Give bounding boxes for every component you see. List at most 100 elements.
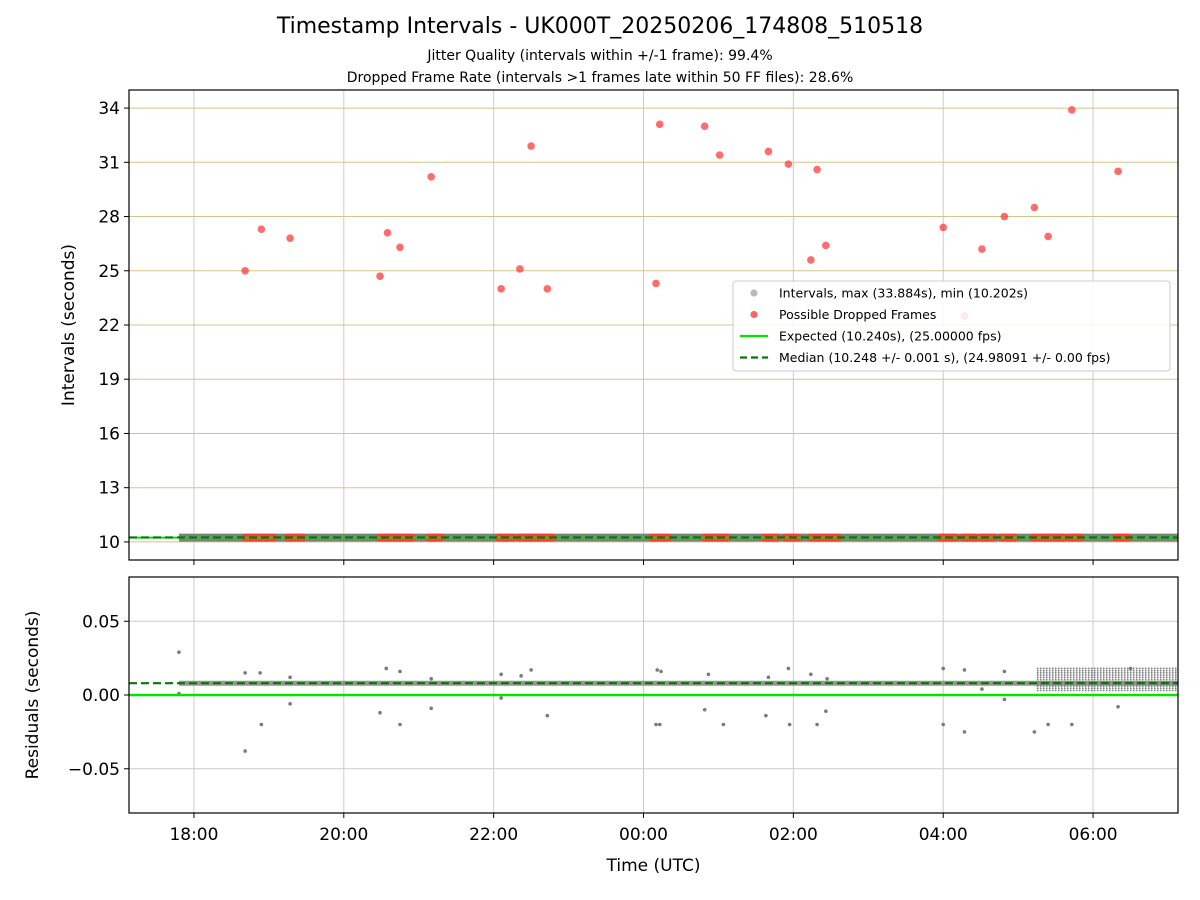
legend-marker [750, 310, 758, 319]
residual-point [288, 675, 292, 680]
legend-label: Possible Dropped Frames [779, 307, 936, 322]
residual-point [702, 707, 707, 712]
dropped-frame-point [1068, 106, 1076, 114]
residual-point [1002, 669, 1007, 674]
y-tick-label: 31 [98, 153, 120, 173]
residual-point [941, 666, 946, 671]
y-tick-label: 19 [98, 370, 120, 390]
residual-point [1002, 697, 1007, 702]
dropped-frame-point [1030, 203, 1039, 212]
y-tick-label: −0.05 [68, 760, 120, 780]
residual-point [499, 672, 503, 677]
legend-label: Expected (10.240s), (25.00000 fps) [779, 329, 1001, 344]
residual-point [764, 713, 768, 718]
dropped-frame-point [655, 120, 664, 129]
residuals-plot: −0.05 0.00 0.05 18:00 20:00 22:00 00:00 02:00 04… [23, 576, 1179, 876]
dropped-frame-point [516, 265, 524, 273]
dropped-frame-point [383, 229, 392, 237]
residual-points [177, 650, 1133, 753]
dropped-frame-points [241, 106, 1122, 320]
dropped-frame-point [715, 151, 724, 159]
x-tick-label: 04:00 [919, 825, 968, 845]
dropped-frame-point [1000, 212, 1009, 221]
dropped-frame-point [257, 225, 266, 233]
dropped-frame-point [497, 285, 505, 293]
residual-point [1046, 722, 1050, 727]
residual-point [243, 749, 247, 753]
legend-label: Intervals, max (33.884s), min (10.202s) [779, 286, 1028, 301]
dropped-frame-point [1044, 232, 1052, 241]
x-tick-label: 18:00 [169, 825, 218, 845]
residual-point [657, 722, 662, 727]
residual-point [655, 668, 660, 672]
dropped-frame-point [241, 266, 249, 275]
y-tick-label: 13 [98, 479, 120, 499]
chart-title: Timestamp Intervals - UK000T_20250206_17… [276, 14, 924, 39]
residual-point [429, 676, 434, 681]
residual-point [1116, 705, 1120, 709]
x-tick-label: 00:00 [619, 825, 668, 845]
jitter-quality-subtitle: Jitter Quality (intervals within +/-1 fr… [427, 48, 773, 64]
residual-point [499, 696, 503, 700]
dropped-frame-point [543, 285, 552, 293]
residual-point [815, 722, 819, 727]
y-axis-label: Residuals (seconds) [23, 611, 43, 780]
y-axis-label: Intervals (seconds) [59, 244, 79, 406]
dropped-frame-point [939, 223, 948, 232]
residual-point [398, 722, 402, 727]
dropped-frame-point [376, 272, 384, 280]
residual-point [545, 713, 550, 718]
x-tick-label: 06:00 [1069, 825, 1118, 845]
residual-point [1128, 666, 1133, 671]
dropped-frame-point [652, 279, 660, 288]
residual-point [177, 650, 181, 655]
residual-point [824, 709, 828, 714]
y-tick-label: 16 [98, 424, 120, 444]
y-tick-label: 28 [98, 208, 120, 228]
residual-point [384, 666, 389, 671]
residual-point [378, 710, 382, 715]
legend-box [732, 280, 1171, 372]
dropped-frame-point [286, 234, 294, 243]
intervals-plot: 10 13 16 19 22 25 28 31 34 Intervals (seconds) Int… [59, 89, 1179, 565]
dropped-frame-point [822, 241, 830, 250]
residual-point [398, 669, 402, 674]
y-tick-label: 0.05 [82, 612, 120, 632]
y-tick-label: 10 [98, 533, 120, 553]
dropped-frame-point [807, 256, 815, 264]
dropped-frame-rate-subtitle: Dropped Frame Rate (intervals >1 frames … [346, 70, 854, 86]
dropped-frame-point [527, 142, 535, 150]
y-tick-label: 22 [98, 316, 120, 336]
legend-label: Median (10.248 +/- 0.001 s), (24.98091 +… [779, 350, 1110, 365]
residual-point [259, 722, 264, 727]
residual-point [825, 676, 829, 681]
residual-point [980, 687, 984, 691]
residual-point [654, 722, 658, 727]
residual-point [787, 722, 792, 727]
dropped-frame-point [764, 147, 773, 156]
residual-point [706, 672, 711, 677]
residual-point [659, 669, 663, 674]
legend-marker [750, 289, 758, 297]
dropped-frame-point [427, 172, 436, 181]
dropped-frame-point [700, 122, 709, 130]
residual-point [786, 666, 791, 671]
dropped-frame-point [396, 243, 404, 252]
residual-point [1070, 722, 1074, 727]
residual-point [941, 722, 946, 727]
residual-point [243, 671, 247, 675]
x-axis-label: Time (UTC) [606, 856, 701, 876]
residual-point [519, 674, 523, 678]
y-tick-label: 0.00 [82, 686, 120, 706]
dropped-frame-point [784, 160, 793, 168]
x-tick-label: 20:00 [319, 825, 368, 845]
residual-point [1032, 730, 1037, 734]
residual-point [962, 730, 967, 734]
residual-point [962, 668, 967, 672]
y-tick-label: 34 [98, 99, 120, 119]
residual-point [258, 671, 262, 675]
residual-point [288, 702, 292, 706]
residual-point [721, 722, 726, 727]
residual-point [429, 706, 434, 711]
